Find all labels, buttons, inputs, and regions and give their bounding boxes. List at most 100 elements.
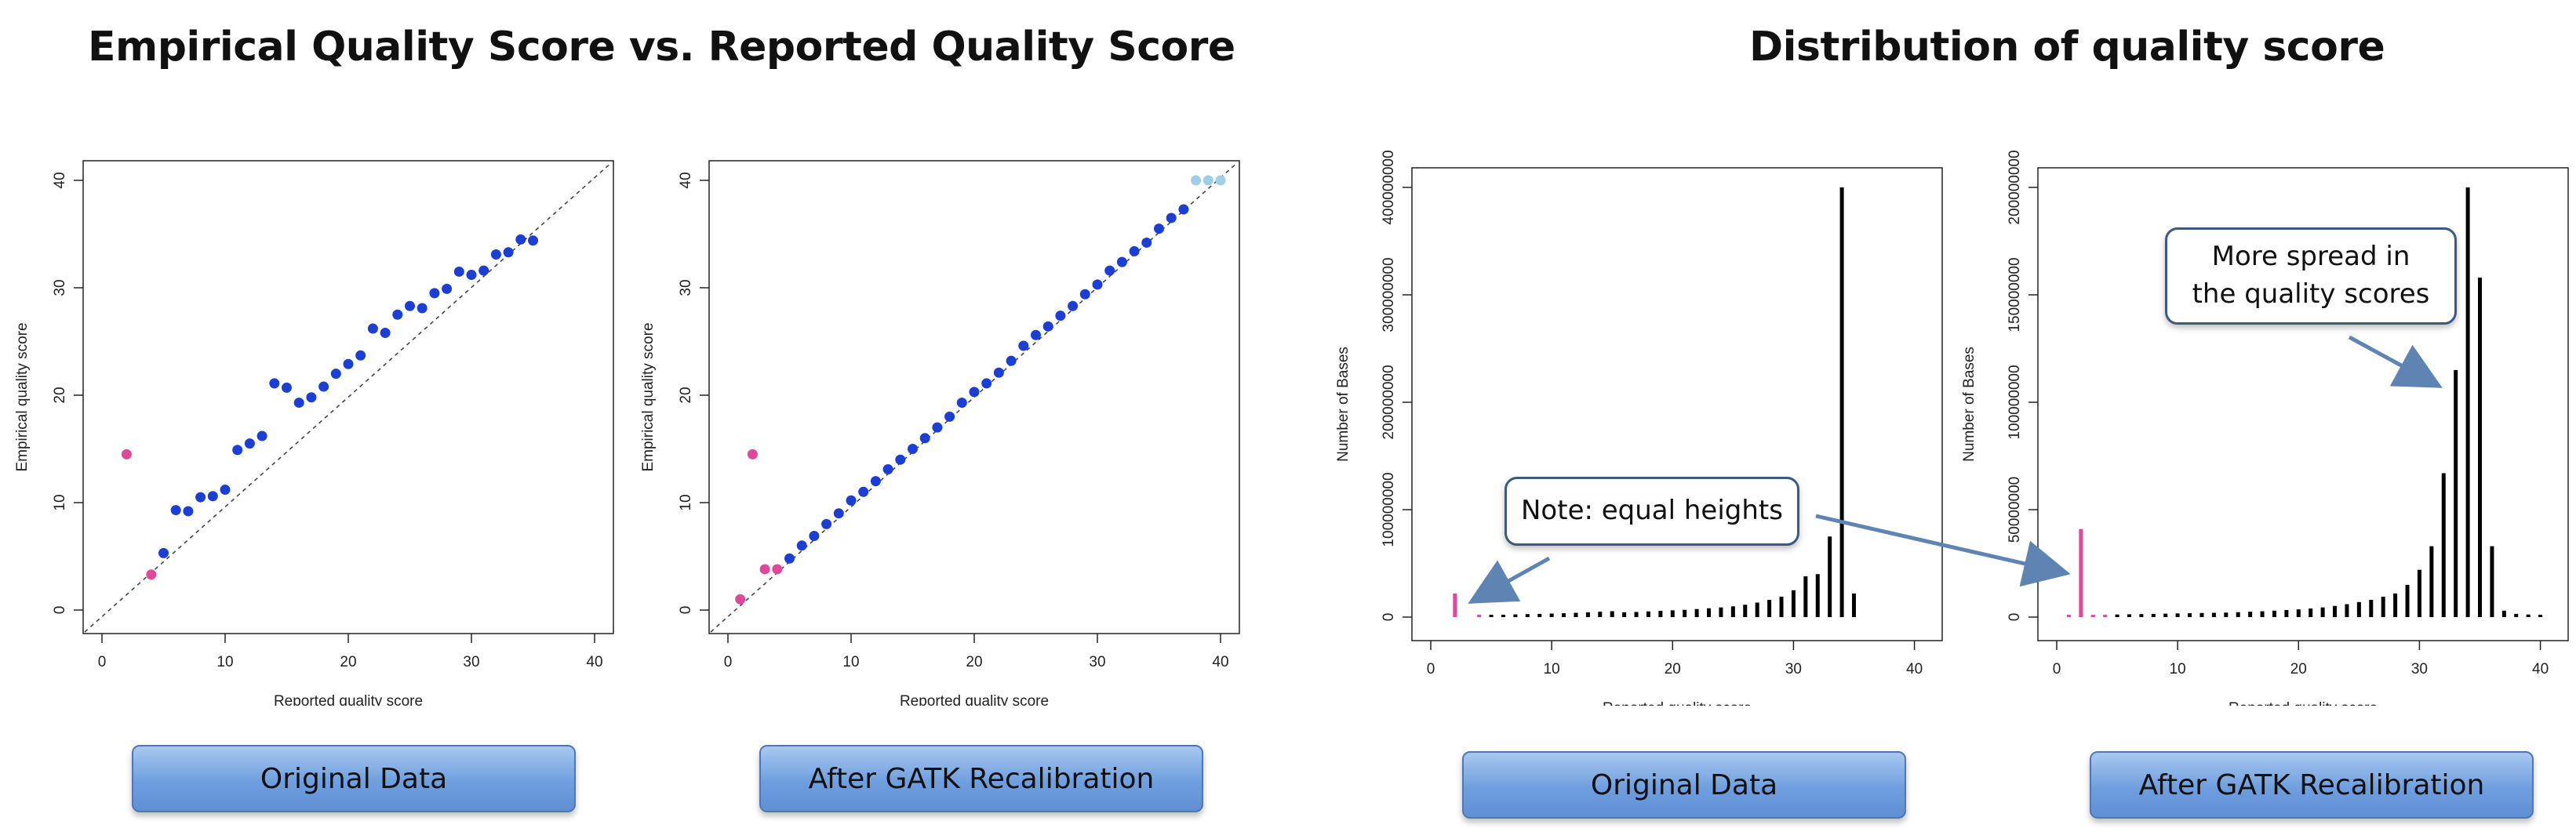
data-point xyxy=(759,564,770,575)
data-point xyxy=(478,265,489,276)
callout-more-spread-line2: the quality scores xyxy=(2192,278,2430,310)
data-point xyxy=(220,485,231,496)
data-point xyxy=(207,491,218,502)
data-point xyxy=(809,530,820,541)
data-point xyxy=(442,283,453,294)
histogram-bar xyxy=(1791,590,1796,617)
data-point xyxy=(503,247,514,258)
histogram-bar xyxy=(2139,614,2144,617)
data-point xyxy=(1202,175,1213,186)
histogram-bar xyxy=(2090,615,2095,617)
x-tick-label: 20 xyxy=(340,654,356,670)
histogram-bar xyxy=(1719,607,1723,617)
y-axis-label: Number of Bases xyxy=(1961,347,1977,462)
histogram-bar xyxy=(1683,609,1687,617)
histogram-bar xyxy=(1513,614,1518,617)
y-tick-label: 400000000 xyxy=(1381,150,1397,224)
histogram-bar xyxy=(1755,602,1759,617)
callout-equal-heights-text: Note: equal heights xyxy=(1521,495,1783,527)
histogram-bar xyxy=(2405,584,2410,617)
histogram-bar xyxy=(1646,611,1650,617)
data-point xyxy=(1116,256,1127,267)
y-tick-label: 0 xyxy=(1381,613,1397,622)
histogram-bar xyxy=(2454,369,2458,617)
data-point xyxy=(1006,355,1017,366)
chart-3: 0 10 20 30 40 0 100000000 200000000 300000000 400… xyxy=(1335,150,1943,706)
histogram-bar xyxy=(1453,593,1457,617)
histogram-bar xyxy=(2127,614,2131,617)
data-point xyxy=(1079,289,1090,300)
data-point xyxy=(195,492,206,503)
y-tick-label: 40 xyxy=(52,172,68,188)
data-point xyxy=(318,381,329,392)
histogram-bar xyxy=(1670,610,1675,617)
histogram-bar xyxy=(2224,612,2229,617)
histogram-bar xyxy=(1598,612,1603,617)
histogram-bar xyxy=(1828,536,1832,617)
histogram-bar xyxy=(1501,614,1505,617)
data-point xyxy=(944,411,955,422)
y-tick-label: 10 xyxy=(52,494,68,510)
data-point xyxy=(747,449,758,459)
x-tick-label: 30 xyxy=(1089,654,1105,670)
data-point xyxy=(1191,175,1202,186)
data-point xyxy=(282,382,292,393)
data-point xyxy=(1068,300,1079,311)
data-point xyxy=(244,438,255,449)
data-point xyxy=(367,323,378,334)
histogram-bar xyxy=(2103,615,2108,617)
histogram-bar xyxy=(2188,613,2192,617)
histogram-bar xyxy=(1574,612,1578,617)
histogram-bar xyxy=(2066,615,2071,617)
data-point xyxy=(158,547,169,558)
data-point xyxy=(380,328,391,339)
arrow-to-original-bin xyxy=(1468,556,1551,604)
data-point xyxy=(453,266,464,277)
data-point xyxy=(858,486,869,497)
histogram-bar xyxy=(2381,596,2385,617)
data-point xyxy=(343,358,354,369)
x-tick-label: 20 xyxy=(2290,661,2307,677)
x-tick-label: 10 xyxy=(1544,661,1560,677)
data-point xyxy=(784,553,795,564)
histogram-bar xyxy=(2211,612,2216,617)
histogram-bar xyxy=(2429,546,2434,617)
histogram-bar xyxy=(1525,614,1530,617)
plot-frame xyxy=(1411,167,1943,641)
data-point xyxy=(1018,340,1029,351)
histogram-bar xyxy=(1634,612,1639,617)
x-tick-label: 0 xyxy=(724,654,733,670)
data-point xyxy=(170,505,181,516)
data-point xyxy=(993,367,1004,378)
data-point xyxy=(429,288,440,299)
x-tick-label: 10 xyxy=(216,654,233,670)
histogram-bar xyxy=(2163,613,2168,617)
data-point xyxy=(355,350,366,361)
data-point xyxy=(121,449,132,459)
data-point xyxy=(269,378,280,389)
data-point xyxy=(183,506,194,517)
histogram-bar xyxy=(2345,604,2349,617)
caption-original-data-scatter: Original Data xyxy=(132,745,576,812)
histogram-bar xyxy=(2538,615,2543,617)
heading-distribution: Distribution of quality score xyxy=(1749,24,2385,71)
histogram-bar xyxy=(2079,528,2083,617)
data-point xyxy=(232,445,243,456)
data-point xyxy=(405,300,415,311)
y-tick-label: 50000000 xyxy=(2007,477,2023,543)
histogram-bar xyxy=(2478,278,2483,617)
data-point xyxy=(846,495,857,506)
data-point xyxy=(146,569,157,580)
histogram-bar xyxy=(2501,610,2506,617)
histogram-bar xyxy=(1489,615,1494,617)
histogram-bar xyxy=(1803,576,1808,617)
y-axis-label: Number of Bases xyxy=(1335,347,1352,462)
histogram-bar xyxy=(2441,473,2446,617)
data-point xyxy=(257,430,267,441)
x-tick-label: 30 xyxy=(1785,661,1802,677)
data-point xyxy=(956,398,967,409)
data-point xyxy=(1129,245,1140,256)
histogram-bar xyxy=(2526,614,2531,617)
y-tick-label: 0 xyxy=(2007,613,2023,622)
histogram-bar xyxy=(2333,605,2338,617)
